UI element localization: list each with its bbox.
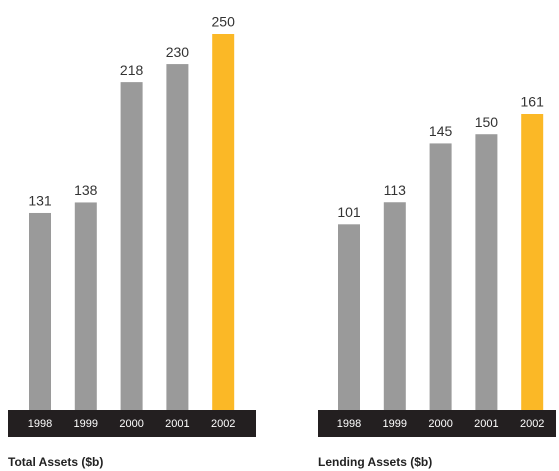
x-tick-label: 1998: [337, 418, 361, 430]
bar: [29, 212, 51, 410]
x-tick-label: 1999: [383, 418, 407, 430]
bar: [521, 114, 544, 410]
value-label: 150: [475, 114, 499, 130]
bar: [212, 34, 235, 410]
bar: [429, 143, 452, 411]
value-label: 145: [429, 123, 453, 139]
bar: [74, 202, 97, 410]
x-tick-label: 2001: [165, 418, 189, 430]
value-label: 230: [166, 44, 190, 60]
chart-title: Total Assets ($b): [8, 455, 103, 469]
value-label: 250: [212, 14, 236, 30]
value-label: 101: [337, 204, 361, 220]
value-label: 218: [120, 62, 144, 78]
value-label: 131: [28, 193, 52, 209]
value-label: 113: [384, 182, 407, 198]
x-tick-label: 2000: [119, 418, 143, 430]
value-label: 161: [521, 94, 545, 110]
x-tick-label: 2002: [520, 418, 544, 430]
x-tick-label: 2001: [474, 418, 498, 430]
x-tick-label: 1999: [74, 418, 98, 430]
bar: [338, 224, 360, 410]
value-label: 138: [74, 182, 98, 198]
chart-title: Lending Assets ($b): [318, 455, 432, 469]
bar: [383, 202, 406, 410]
axis-strip: [8, 410, 256, 437]
bar: [166, 64, 189, 410]
x-tick-label: 2000: [428, 418, 452, 430]
bar: [475, 134, 498, 410]
x-tick-label: 1998: [28, 418, 52, 430]
bar: [120, 82, 143, 411]
x-tick-label: 2002: [211, 418, 235, 430]
axis-strip: [318, 410, 556, 437]
